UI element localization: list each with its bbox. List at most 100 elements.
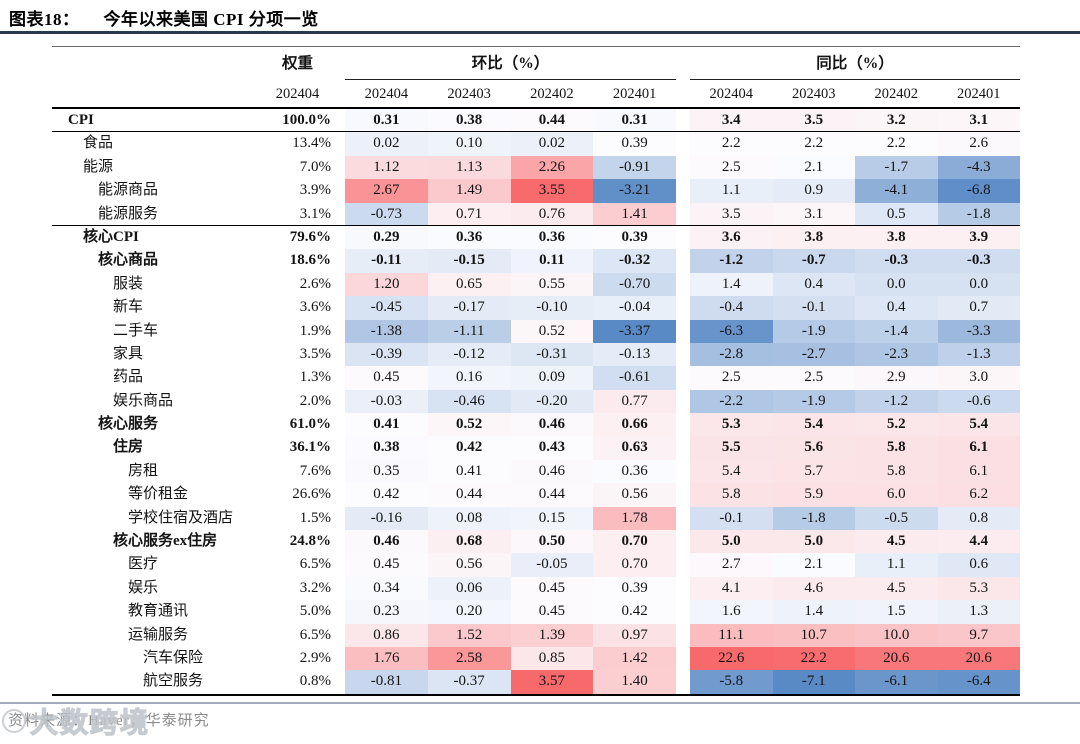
mom-cell: 1.13 <box>427 155 511 180</box>
header-mom-period-3: 202402 <box>510 80 594 109</box>
header-yoy-period-4: 202401 <box>937 80 1020 109</box>
gap-cell <box>676 203 690 226</box>
yoy-cell: 3.6 <box>690 225 773 250</box>
mom-cell: 1.20 <box>345 272 428 297</box>
yoy-cell: 5.7 <box>772 459 855 484</box>
yoy-cell: -1.2 <box>855 389 938 414</box>
yoy-cell: 6.0 <box>855 483 938 507</box>
yoy-cell: 5.8 <box>855 436 938 460</box>
yoy-cell: -2.8 <box>690 342 773 367</box>
yoy-cell: 3.5 <box>772 109 855 133</box>
yoy-cell: 5.4 <box>772 413 855 437</box>
yoy-cell: 2.9 <box>855 366 938 390</box>
title-rule <box>0 31 1080 34</box>
row-label: CPI <box>52 109 250 133</box>
mom-cell: -0.45 <box>345 296 428 320</box>
mom-cell: 2.67 <box>345 179 428 203</box>
mom-cell: 0.45 <box>345 366 428 390</box>
yoy-cell: 1.6 <box>690 600 773 624</box>
yoy-cell: -2.3 <box>855 342 938 367</box>
mom-cell: 0.70 <box>593 530 676 554</box>
gap-cell <box>676 553 690 576</box>
mom-cell: 0.11 <box>510 249 594 273</box>
mom-cell: 0.39 <box>593 132 676 156</box>
yoy-cell: -0.7 <box>772 249 855 273</box>
header-yoy-period-2: 202403 <box>772 80 855 109</box>
yoy-cell: -1.9 <box>772 389 855 414</box>
gap-cell <box>676 483 690 506</box>
yoy-cell: 1.1 <box>855 553 938 577</box>
yoy-cell: -5.8 <box>690 670 773 694</box>
yoy-cell: 2.5 <box>772 366 855 390</box>
yoy-cell: 5.3 <box>937 576 1020 601</box>
gap-cell <box>676 624 690 647</box>
yoy-cell: -0.5 <box>855 506 938 531</box>
yoy-cell: -0.4 <box>690 296 773 320</box>
yoy-cell: 4.1 <box>690 576 773 601</box>
mom-cell: 0.41 <box>345 413 428 437</box>
weight-cell: 2.6% <box>299 275 331 292</box>
yoy-cell: 6.1 <box>937 436 1020 460</box>
mom-cell: 0.39 <box>593 225 676 250</box>
mom-cell: 0.71 <box>427 202 511 226</box>
yoy-cell: 3.0 <box>937 366 1020 390</box>
row-label: 房租 <box>128 462 159 479</box>
yoy-cell: -6.1 <box>855 670 938 694</box>
mom-cell: 0.77 <box>593 389 676 414</box>
yoy-cell: 5.5 <box>690 436 773 460</box>
header-blank-cell <box>52 80 250 109</box>
yoy-cell: 2.1 <box>772 155 855 180</box>
figure-title-text: 今年以来美国 CPI 分项一览 <box>103 10 319 29</box>
mom-cell: 0.45 <box>345 553 428 577</box>
gap-cell <box>676 320 690 343</box>
mom-cell: 0.38 <box>345 436 428 460</box>
row-label: 医疗 <box>128 556 159 573</box>
yoy-cell: 0.7 <box>937 296 1020 320</box>
weight-cell: 1.3% <box>299 369 331 386</box>
header-weight-label: 权重 <box>281 55 313 72</box>
row-label: 新车 <box>113 299 144 316</box>
header-group-mom: 环比（%） <box>345 47 676 80</box>
yoy-cell: 0.8 <box>937 506 1020 531</box>
weight-cell: 18.6% <box>289 252 331 269</box>
mom-cell: 1.12 <box>345 155 428 180</box>
row-label: 能源商品 <box>98 182 159 199</box>
mom-cell: 0.42 <box>427 436 511 460</box>
yoy-cell: 5.3 <box>690 413 773 437</box>
yoy-cell: 3.8 <box>772 225 855 250</box>
gap-cell <box>676 647 690 670</box>
header-weight-period: 202404 <box>250 80 345 109</box>
yoy-cell: -1.4 <box>855 319 938 343</box>
row-label: 核心服务 <box>98 416 159 433</box>
yoy-cell: 0.4 <box>855 296 938 320</box>
gap-cell <box>676 343 690 366</box>
yoy-cell: 2.5 <box>690 155 773 180</box>
header-mom-period-1: 202404 <box>345 80 428 109</box>
yoy-cell: 0.0 <box>937 272 1020 297</box>
yoy-cell: 2.5 <box>690 366 773 390</box>
mom-cell: 1.78 <box>593 506 676 531</box>
row-label: 服装 <box>113 275 144 292</box>
mom-cell: 0.09 <box>510 366 594 390</box>
mom-cell: 0.35 <box>345 459 428 484</box>
header-corner-blank <box>52 47 250 80</box>
weight-cell: 1.5% <box>299 509 331 526</box>
row-label: 汽车保险 <box>143 649 204 666</box>
mom-cell: -0.03 <box>345 389 428 414</box>
mom-cell: -0.05 <box>510 553 594 577</box>
gap-cell <box>676 366 690 389</box>
figure-title: 图表18： 今年以来美国 CPI 分项一览 <box>9 5 319 30</box>
mom-cell: -0.16 <box>345 506 428 531</box>
mom-cell: -0.70 <box>593 272 676 297</box>
mom-cell: 0.42 <box>593 600 676 624</box>
gap-cell <box>676 436 690 459</box>
gap-cell <box>676 460 690 483</box>
yoy-cell: 0.9 <box>772 179 855 203</box>
mom-cell: 1.49 <box>427 179 511 203</box>
yoy-cell: 2.2 <box>855 132 938 156</box>
weight-cell: 26.6% <box>292 486 331 503</box>
mom-cell: -3.21 <box>593 179 676 203</box>
yoy-cell: -2.2 <box>690 389 773 414</box>
mom-cell: 0.41 <box>427 459 511 484</box>
